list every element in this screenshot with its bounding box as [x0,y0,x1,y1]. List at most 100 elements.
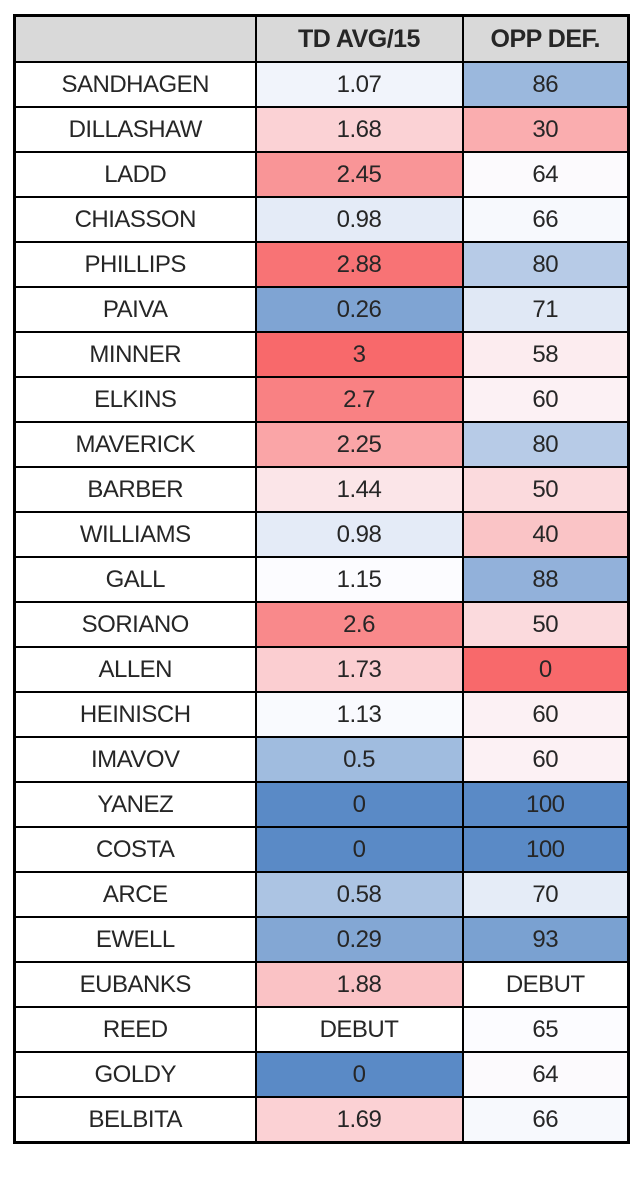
td-avg-cell: 0 [254,1051,464,1098]
fighter-name-cell: SORIANO [13,601,257,648]
fighter-name-cell: DILLASHAW [13,106,257,153]
td-avg-cell: 0.29 [254,916,464,963]
opp-def-cell: 60 [461,736,630,783]
opp-def-cell: 64 [461,1051,630,1098]
fighter-name-cell: ELKINS [13,376,257,423]
table-row: WILLIAMS 0.98 40 [13,511,630,558]
td-avg-cell: 0.5 [254,736,464,783]
fighter-name-cell: PHILLIPS [13,241,257,288]
table-row: IMAVOV 0.5 60 [13,736,630,783]
stats-table: TD AVG/15 OPP DEF. SANDHAGEN 1.07 86 DILLAS… [13,14,630,1144]
td-avg-cell: 0 [254,781,464,828]
table-row: SORIANO 2.6 50 [13,601,630,648]
opp-def-cell: 30 [461,106,630,153]
table-row: ARCE 0.58 70 [13,871,630,918]
td-avg-cell: 1.07 [254,61,464,108]
table-row: DILLASHAW 1.68 30 [13,106,630,153]
fighter-name-cell: IMAVOV [13,736,257,783]
opp-def-cell: 0 [461,646,630,693]
opp-def-cell: 40 [461,511,630,558]
fighter-name-cell: REED [13,1006,257,1053]
table-row: EUBANKS 1.88 DEBUT [13,961,630,1008]
fighter-name-cell: EUBANKS [13,961,257,1008]
td-avg-cell: 0.98 [254,511,464,558]
table-body: SANDHAGEN 1.07 86 DILLASHAW 1.68 30 LADD 2.45 64… [13,61,630,1144]
fighter-name-cell: YANEZ [13,781,257,828]
td-avg-cell: 1.13 [254,691,464,738]
table-row: BARBER 1.44 50 [13,466,630,513]
fighter-name-cell: CHIASSON [13,196,257,243]
opp-def-cell: 86 [461,61,630,108]
fighter-name-cell: GOLDY [13,1051,257,1098]
table-row: ELKINS 2.7 60 [13,376,630,423]
opp-def-cell: 58 [461,331,630,378]
table-row: REED DEBUT 65 [13,1006,630,1053]
fighter-name-cell: PAIVA [13,286,257,333]
table-header-row: TD AVG/15 OPP DEF. [13,14,630,63]
table-row: CHIASSON 0.98 66 [13,196,630,243]
opp-def-cell: 50 [461,466,630,513]
fighter-name-cell: ALLEN [13,646,257,693]
table-row: ALLEN 1.73 0 [13,646,630,693]
td-avg-cell: 2.6 [254,601,464,648]
fighter-name-cell: HEINISCH [13,691,257,738]
opp-def-cell: 60 [461,376,630,423]
td-avg-cell: 1.69 [254,1096,464,1144]
td-avg-cell: 0.98 [254,196,464,243]
table-row: PHILLIPS 2.88 80 [13,241,630,288]
opp-def-cell: 100 [461,826,630,873]
opp-def-cell: 93 [461,916,630,963]
td-avg-cell: 2.45 [254,151,464,198]
fighter-name-cell: BARBER [13,466,257,513]
td-avg-cell: 2.88 [254,241,464,288]
fighter-name-cell: BELBITA [13,1096,257,1144]
table-row: EWELL 0.29 93 [13,916,630,963]
opp-def-cell: DEBUT [461,961,630,1008]
opp-def-cell: 80 [461,421,630,468]
opp-def-cell: 66 [461,196,630,243]
fighter-name-cell: EWELL [13,916,257,963]
td-avg-cell: 1.15 [254,556,464,603]
td-avg-cell: 0.58 [254,871,464,918]
fighter-name-cell: COSTA [13,826,257,873]
opp-def-cell: 65 [461,1006,630,1053]
td-avg-cell: 0 [254,826,464,873]
table-row: COSTA 0 100 [13,826,630,873]
fighter-name-cell: WILLIAMS [13,511,257,558]
table-row: MAVERICK 2.25 80 [13,421,630,468]
fighter-name-cell: GALL [13,556,257,603]
td-avg-cell: 2.25 [254,421,464,468]
td-avg-cell: 1.88 [254,961,464,1008]
header-td-avg: TD AVG/15 [254,14,464,63]
fighter-name-cell: ARCE [13,871,257,918]
table-row: YANEZ 0 100 [13,781,630,828]
fighter-name-cell: MINNER [13,331,257,378]
opp-def-cell: 50 [461,601,630,648]
td-avg-cell: 1.73 [254,646,464,693]
table-row: LADD 2.45 64 [13,151,630,198]
table-row: PAIVA 0.26 71 [13,286,630,333]
td-avg-cell: 2.7 [254,376,464,423]
opp-def-cell: 80 [461,241,630,288]
table-row: MINNER 3 58 [13,331,630,378]
td-avg-cell: 3 [254,331,464,378]
table-row: GOLDY 0 64 [13,1051,630,1098]
opp-def-cell: 64 [461,151,630,198]
opp-def-cell: 88 [461,556,630,603]
td-avg-cell: 1.68 [254,106,464,153]
opp-def-cell: 66 [461,1096,630,1144]
table-row: SANDHAGEN 1.07 86 [13,61,630,108]
td-avg-cell: DEBUT [254,1006,464,1053]
opp-def-cell: 100 [461,781,630,828]
fighter-name-cell: LADD [13,151,257,198]
opp-def-cell: 60 [461,691,630,738]
opp-def-cell: 71 [461,286,630,333]
td-avg-cell: 0.26 [254,286,464,333]
td-avg-cell: 1.44 [254,466,464,513]
fighter-name-cell: SANDHAGEN [13,61,257,108]
header-opp-def: OPP DEF. [461,14,630,63]
opp-def-cell: 70 [461,871,630,918]
table-row: HEINISCH 1.13 60 [13,691,630,738]
fighter-name-cell: MAVERICK [13,421,257,468]
